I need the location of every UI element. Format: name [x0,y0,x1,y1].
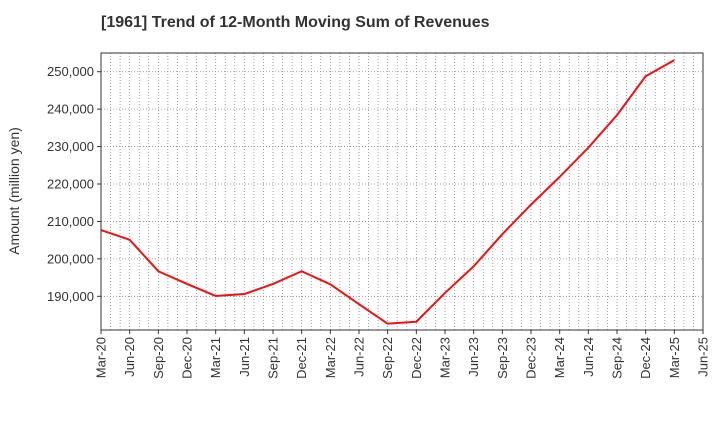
y-tick-label: 190,000 [47,289,94,304]
x-tick-label: Dec-20 [180,337,195,379]
y-axis-title: Amount (million yen) [6,127,22,255]
x-tick-label: Sep-21 [266,337,281,379]
x-axis-ticks: Mar-20 Jun-20 Sep-20 Dec-20 Mar-21 Jun-21 Sep-… [94,330,711,379]
y-tick-label: 210,000 [47,214,94,229]
plot-frame [100,52,704,331]
y-tick-label: 200,000 [47,251,94,266]
x-tick-label: Mar-21 [208,337,223,378]
y-tick-label: 250,000 [47,64,94,79]
x-tick-label: Sep-23 [495,337,510,379]
x-tick-label: Sep-22 [380,337,395,379]
x-tick-label: Jun-25 [696,337,711,377]
grid-lines [101,53,703,330]
x-tick-label: Jun-22 [352,337,367,377]
x-tick-label: Jun-20 [122,337,137,377]
x-tick-label: Dec-23 [524,337,539,379]
x-tick-label: Mar-20 [94,337,109,378]
series-layer [100,59,675,325]
series-line [100,59,675,325]
x-tick-label: Sep-20 [151,337,166,379]
y-axis-ticks: 190,000 200,000 210,000 220,000 230,000 240,0… [47,64,101,304]
y-tick-label: 220,000 [47,177,94,192]
x-tick-label: Sep-24 [610,337,625,379]
x-tick-label: Dec-22 [409,337,424,379]
x-tick-label: Jun-23 [466,337,481,377]
y-tick-label: 240,000 [47,102,94,117]
x-tick-label: Jun-21 [237,337,252,377]
x-tick-label: Jun-24 [581,337,596,377]
x-tick-label: Mar-24 [552,337,567,378]
x-tick-label: Mar-22 [323,337,338,378]
x-tick-label: Dec-21 [294,337,309,379]
x-tick-label: Mar-25 [667,337,682,378]
y-tick-label: 230,000 [47,139,94,154]
x-tick-label: Dec-24 [638,337,653,379]
chart-title: [1961] Trend of 12-Month Moving Sum of R… [101,14,490,31]
x-tick-label: Mar-23 [438,337,453,378]
